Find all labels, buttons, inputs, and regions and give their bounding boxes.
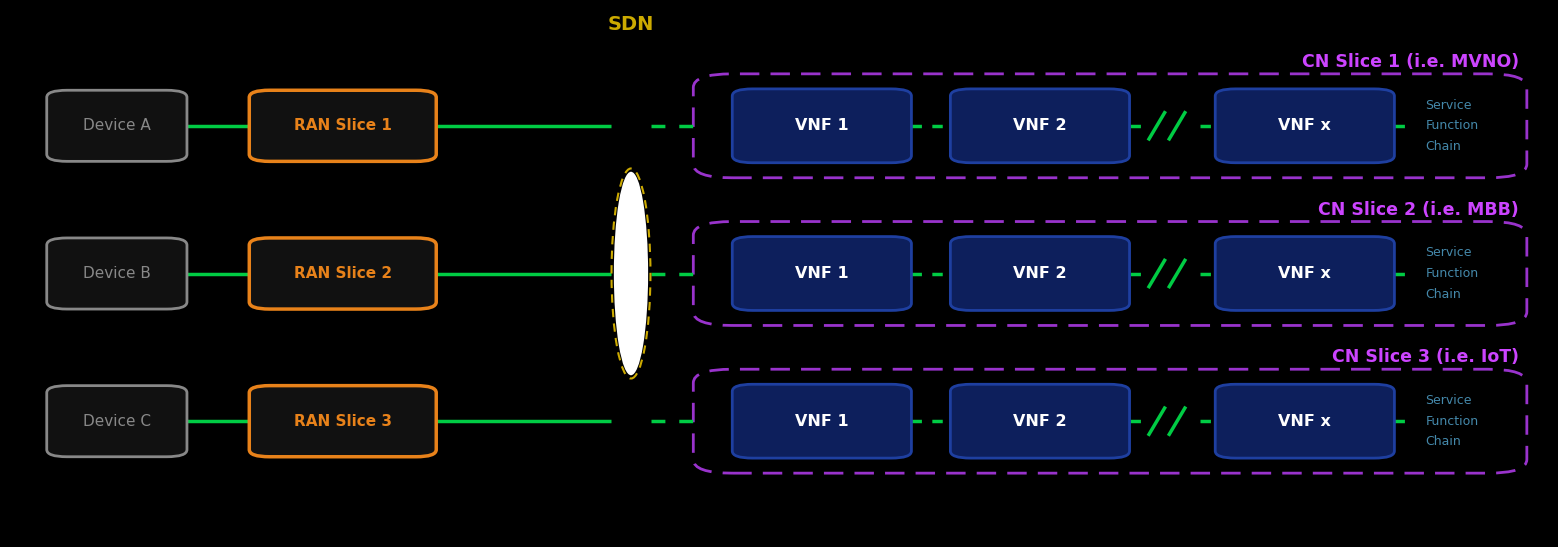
FancyBboxPatch shape	[249, 90, 436, 161]
Text: Device A: Device A	[83, 118, 151, 133]
FancyBboxPatch shape	[732, 236, 911, 311]
Text: VNF 2: VNF 2	[1013, 118, 1067, 133]
Text: Chain: Chain	[1426, 435, 1461, 449]
Text: Service: Service	[1426, 394, 1472, 407]
FancyBboxPatch shape	[1215, 89, 1394, 163]
Text: RAN Slice 1: RAN Slice 1	[294, 118, 391, 133]
Text: RAN Slice 3: RAN Slice 3	[294, 414, 391, 429]
Text: VNF x: VNF x	[1279, 414, 1331, 429]
Text: VNF 1: VNF 1	[795, 414, 849, 429]
Text: VNF x: VNF x	[1279, 266, 1331, 281]
FancyBboxPatch shape	[1215, 384, 1394, 458]
Text: Function: Function	[1426, 415, 1479, 428]
Text: Service: Service	[1426, 246, 1472, 259]
Text: VNF 1: VNF 1	[795, 266, 849, 281]
FancyBboxPatch shape	[950, 384, 1130, 458]
FancyBboxPatch shape	[47, 386, 187, 457]
FancyBboxPatch shape	[732, 384, 911, 458]
Text: Device C: Device C	[83, 414, 151, 429]
FancyBboxPatch shape	[47, 90, 187, 161]
Text: VNF x: VNF x	[1279, 118, 1331, 133]
Ellipse shape	[614, 172, 648, 375]
Text: SDN: SDN	[608, 15, 654, 34]
Text: Chain: Chain	[1426, 288, 1461, 301]
Text: VNF 2: VNF 2	[1013, 414, 1067, 429]
FancyBboxPatch shape	[950, 236, 1130, 311]
Text: VNF 1: VNF 1	[795, 118, 849, 133]
Text: RAN Slice 2: RAN Slice 2	[294, 266, 391, 281]
Text: CN Slice 2 (i.e. MBB): CN Slice 2 (i.e. MBB)	[1318, 201, 1519, 219]
FancyBboxPatch shape	[47, 238, 187, 309]
Text: CN Slice 3 (i.e. IoT): CN Slice 3 (i.e. IoT)	[1332, 348, 1519, 366]
Text: Chain: Chain	[1426, 140, 1461, 153]
FancyBboxPatch shape	[950, 89, 1130, 163]
FancyBboxPatch shape	[732, 89, 911, 163]
FancyBboxPatch shape	[249, 386, 436, 457]
Text: Service: Service	[1426, 98, 1472, 112]
Text: VNF 2: VNF 2	[1013, 266, 1067, 281]
FancyBboxPatch shape	[1215, 236, 1394, 311]
Text: Device B: Device B	[83, 266, 151, 281]
Text: Function: Function	[1426, 119, 1479, 132]
Text: CN Slice 1 (i.e. MVNO): CN Slice 1 (i.e. MVNO)	[1302, 53, 1519, 71]
Text: Function: Function	[1426, 267, 1479, 280]
FancyBboxPatch shape	[249, 238, 436, 309]
